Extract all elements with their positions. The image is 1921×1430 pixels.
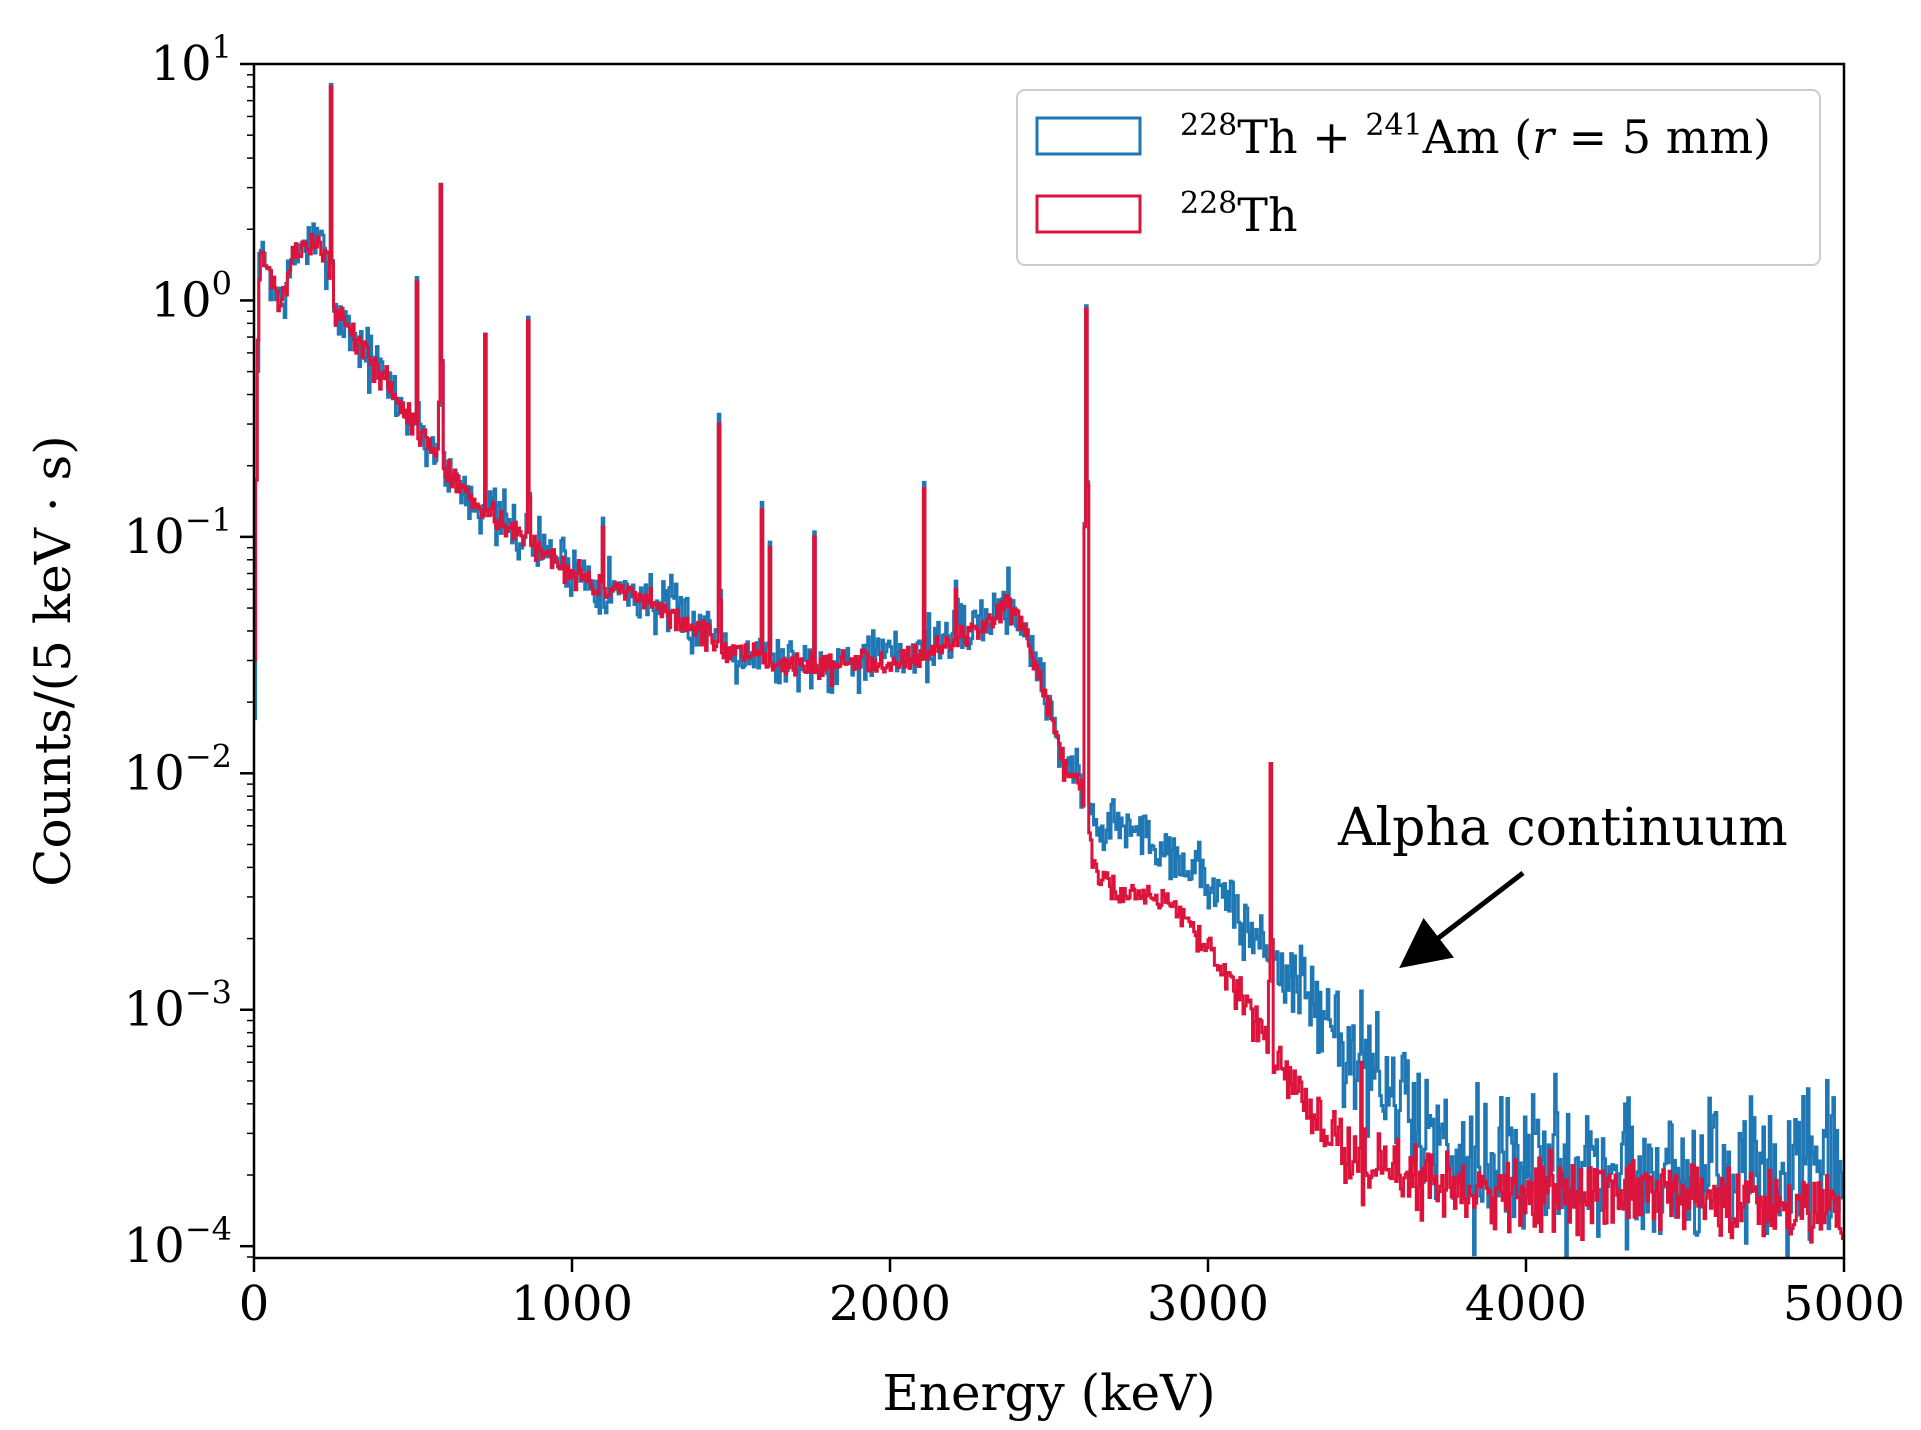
y-tick-label: 100 (151, 264, 232, 328)
x-tick-label: 0 (239, 1276, 270, 1332)
legend-swatch-th-am (1035, 116, 1142, 156)
legend-swatch-th (1035, 194, 1142, 234)
y-axis-title: Counts/(5 keV · s) (24, 435, 82, 886)
series-th-line (254, 85, 1844, 1244)
y-tick-label: 10−3 (124, 974, 232, 1038)
x-tick-label: 2000 (829, 1276, 951, 1332)
y-tick-label: 10−2 (124, 737, 232, 801)
legend-label-th: 228Th (1180, 186, 1298, 242)
x-axis: 0 1000 2000 3000 4000 5000 (239, 1258, 1905, 1332)
x-tick-label: 4000 (1465, 1276, 1587, 1332)
annotation-alpha-continuum: Alpha continuum (1337, 798, 1788, 858)
annotation-arrow (1399, 871, 1525, 969)
y-tick-label: 101 (151, 28, 232, 92)
x-tick-label: 1000 (511, 1276, 633, 1332)
legend: 228Th + 241Am (r = 5 mm) 228Th (1016, 89, 1821, 266)
x-tick-label: 5000 (1783, 1276, 1905, 1332)
series-layer (254, 82, 1844, 1258)
y-tick-label: 10−1 (124, 501, 232, 565)
legend-label-th-am: 228Th + 241Am (r = 5 mm) (1180, 108, 1771, 164)
legend-frame (1016, 89, 1821, 266)
x-axis-title: Energy (keV) (882, 1364, 1215, 1422)
y-axis: 101 100 10−1 10−2 10−3 10−4 (124, 28, 254, 1274)
x-tick-label: 3000 (1147, 1276, 1269, 1332)
y-tick-label: 10−4 (124, 1210, 232, 1274)
